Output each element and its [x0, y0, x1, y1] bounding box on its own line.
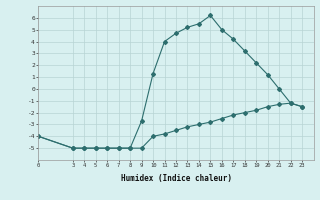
- X-axis label: Humidex (Indice chaleur): Humidex (Indice chaleur): [121, 174, 231, 183]
